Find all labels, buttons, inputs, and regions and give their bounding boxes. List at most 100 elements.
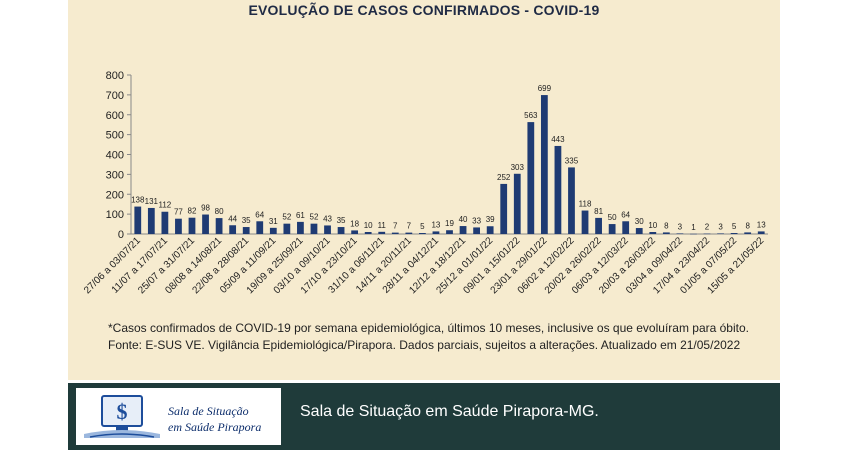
bar [717,233,724,234]
bar [188,217,196,234]
bar [175,218,182,234]
y-tick-label: 200 [106,189,124,201]
monitor-dollar-icon: $ [84,395,160,438]
svg-text:$: $ [117,399,128,424]
bar [283,223,291,234]
data-label: 64 [255,210,264,219]
bar [351,230,359,234]
bar [730,233,738,234]
bar [744,232,752,234]
data-label: 10 [364,221,373,230]
data-label: 39 [486,215,495,224]
data-label: 131 [145,197,159,206]
bar [337,227,345,234]
bar [635,228,643,234]
bar [486,226,494,234]
y-tick-label: 600 [106,110,124,122]
data-label: 64 [621,210,630,219]
data-label: 33 [472,216,481,225]
data-label: 118 [579,200,592,209]
bar [405,232,413,234]
data-label: 7 [407,222,412,231]
data-label: 138 [131,196,145,205]
y-tick-label: 500 [106,130,124,142]
logo-text-line1: Sala de Situação [168,404,249,418]
logo-text-line2: em Saúde Pirapora [168,420,262,434]
bar [527,122,535,234]
bar [419,233,426,234]
data-label: 61 [296,211,305,220]
bar [581,210,589,234]
data-label: 3 [678,222,683,231]
bar [622,221,630,234]
bar [568,167,575,234]
bar [703,233,711,235]
data-label: 30 [635,217,644,226]
bar [297,221,304,234]
bar [134,206,142,234]
data-label: 3 [718,222,723,231]
chart-footnote: *Casos confirmados de COVID-19 por seman… [108,321,749,335]
data-label: 44 [228,214,237,223]
data-label: 112 [159,201,172,210]
data-label: 40 [459,215,468,224]
chart-panel [68,0,780,380]
data-label: 7 [393,222,398,231]
data-label: 8 [664,221,669,230]
bar [595,217,602,234]
chart-source-note: Fonte: E-SUS VE. Vigilância Epidemiológi… [108,338,741,352]
data-label: 77 [174,208,183,217]
y-tick-label: 0 [118,229,124,241]
bar [446,230,453,234]
data-label: 13 [431,220,440,229]
bar [310,223,318,234]
data-label: 18 [350,219,359,228]
data-label: 35 [337,216,346,225]
bar [391,232,399,234]
bar [757,231,765,234]
data-label: 35 [242,216,251,225]
bar [215,218,223,234]
bar [554,145,562,234]
data-label: 13 [757,220,766,229]
data-label: 2 [705,223,710,232]
data-label: 303 [511,163,525,172]
bar [459,226,467,234]
bar [364,232,372,234]
data-label: 98 [201,204,210,213]
data-label: 81 [594,207,603,216]
data-label: 52 [310,213,319,222]
bar [229,225,237,234]
bar [147,207,155,234]
y-tick-label: 400 [106,150,124,162]
data-label: 52 [282,213,291,222]
logo: $ Sala de Situação em Saúde Pirapora [76,388,281,445]
bar [690,233,697,235]
data-label: 252 [497,173,511,182]
data-label: 50 [608,213,617,222]
data-label: 443 [551,135,565,144]
bar [378,231,386,234]
bar [256,221,264,234]
bar [608,224,616,234]
bar [269,227,277,234]
bar [513,173,521,234]
data-label: 10 [648,221,657,230]
bar [202,214,209,234]
footer-banner: $ Sala de Situação em Saúde Pirapora Sal… [68,383,780,450]
data-label: 1 [691,223,696,232]
data-label: 5 [420,222,425,231]
data-label: 335 [565,156,579,165]
bar [500,183,508,234]
bar [662,232,670,234]
data-label: 82 [188,207,197,216]
chart-title: EVOLUÇÃO DE CASOS CONFIRMADOS - COVID-19 [248,2,600,18]
data-label: 563 [524,111,538,120]
y-tick-label: 100 [106,209,124,221]
bar [324,225,331,234]
bar [161,211,169,234]
footer-title: Sala de Situação em Saúde Pirapora-MG. [300,403,599,420]
data-label: 11 [378,221,387,230]
y-tick-label: 300 [106,169,124,181]
